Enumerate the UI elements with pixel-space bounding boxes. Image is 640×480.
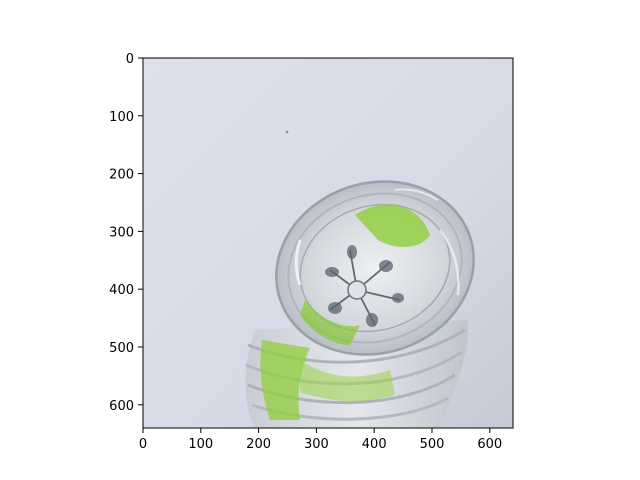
y-tick-label: 300 xyxy=(109,225,134,240)
x-axis: 0 100 200 300 400 500 600 xyxy=(139,428,502,452)
x-tick-label: 400 xyxy=(362,437,387,452)
y-tick-label: 400 xyxy=(109,283,134,298)
x-tick-label: 0 xyxy=(139,437,147,452)
y-tick-label: 200 xyxy=(109,168,134,183)
y-tick-label: 500 xyxy=(109,341,134,356)
x-tick-label: 200 xyxy=(246,437,271,452)
y-tick-label: 0 xyxy=(126,52,134,67)
x-tick-label: 600 xyxy=(477,437,502,452)
x-tick-label: 300 xyxy=(304,437,329,452)
y-axis: 0 100 200 300 400 500 600 xyxy=(109,52,143,414)
x-tick-label: 500 xyxy=(420,437,445,452)
photo xyxy=(143,58,513,428)
y-tick-label: 600 xyxy=(109,399,134,414)
axes-frame xyxy=(142,57,514,429)
y-tick-label: 100 xyxy=(109,110,134,125)
x-tick-label: 100 xyxy=(188,437,213,452)
